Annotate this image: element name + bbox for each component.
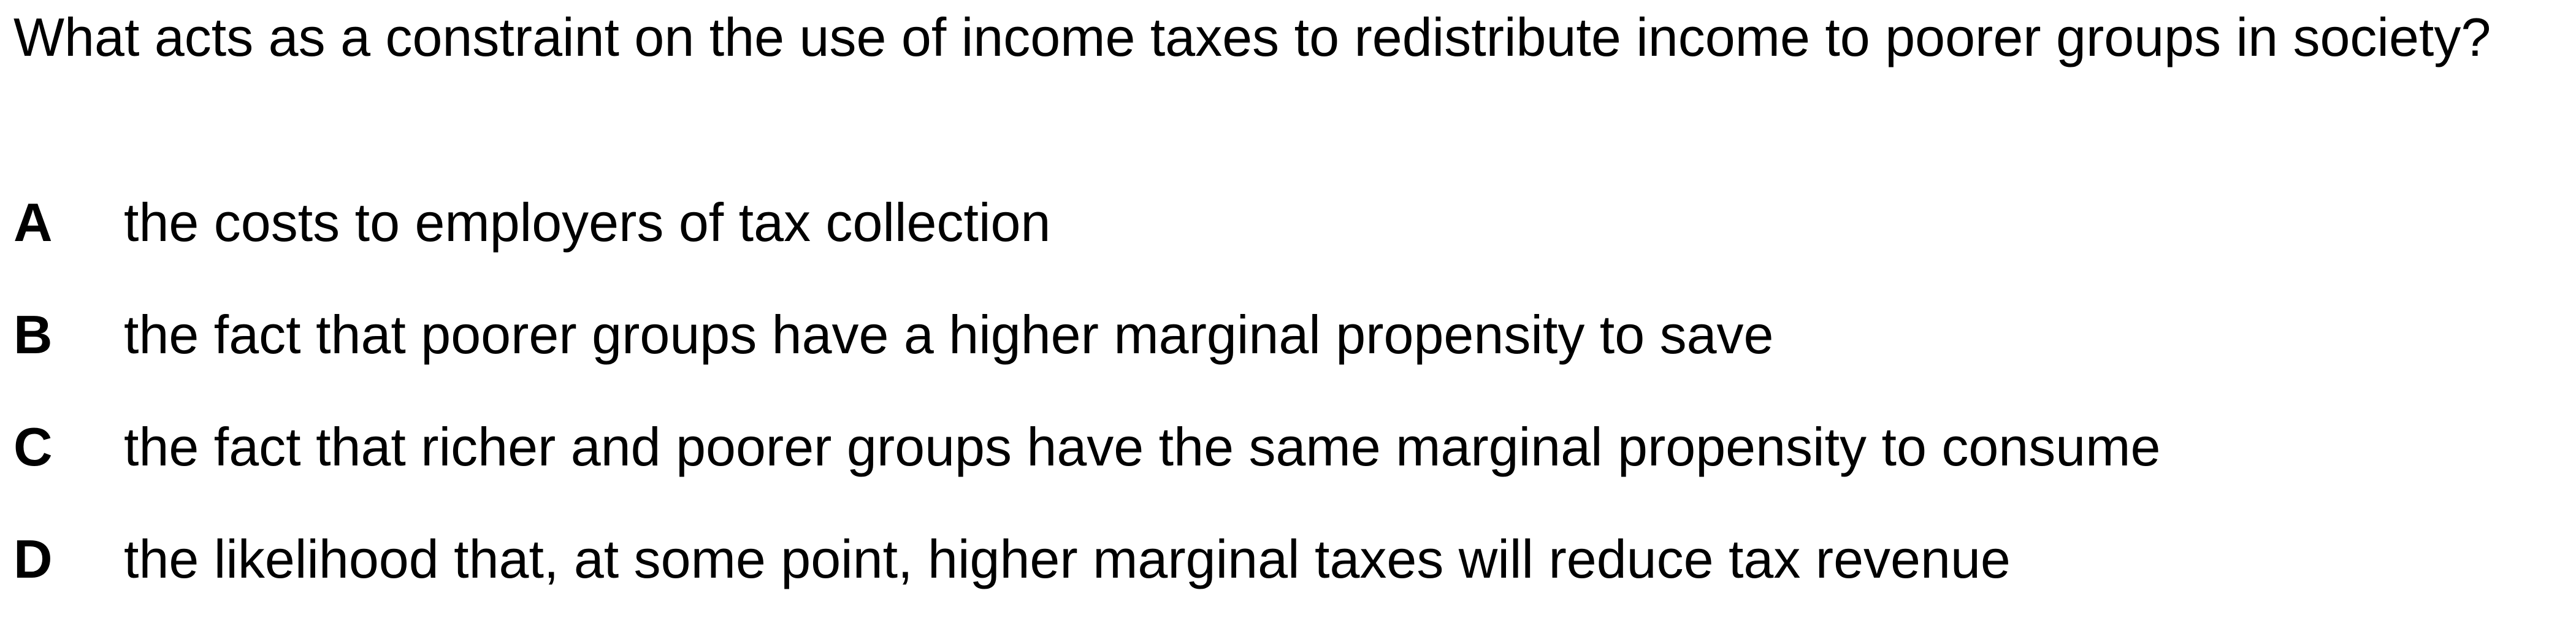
option-letter: C [13, 416, 53, 477]
option-b: B the fact that poorer groups have a hig… [13, 302, 2160, 415]
option-a: A the costs to employers of tax collecti… [13, 190, 2160, 302]
option-text: the fact that richer and poorer groups h… [124, 416, 2161, 477]
answer-options: A the costs to employers of tax collecti… [13, 190, 2160, 639]
option-letter: B [13, 304, 53, 365]
question-text: What acts as a constraint on the use of … [13, 7, 2491, 67]
option-letter: D [13, 529, 53, 589]
option-text: the fact that poorer groups have a highe… [124, 304, 1774, 365]
option-c: C the fact that richer and poorer groups… [13, 415, 2160, 527]
option-text: the costs to employers of tax collection [124, 192, 1051, 253]
option-d: D the likelihood that, at some point, hi… [13, 527, 2160, 639]
option-letter: A [13, 192, 53, 253]
option-text: the likelihood that, at some point, high… [124, 529, 2011, 589]
